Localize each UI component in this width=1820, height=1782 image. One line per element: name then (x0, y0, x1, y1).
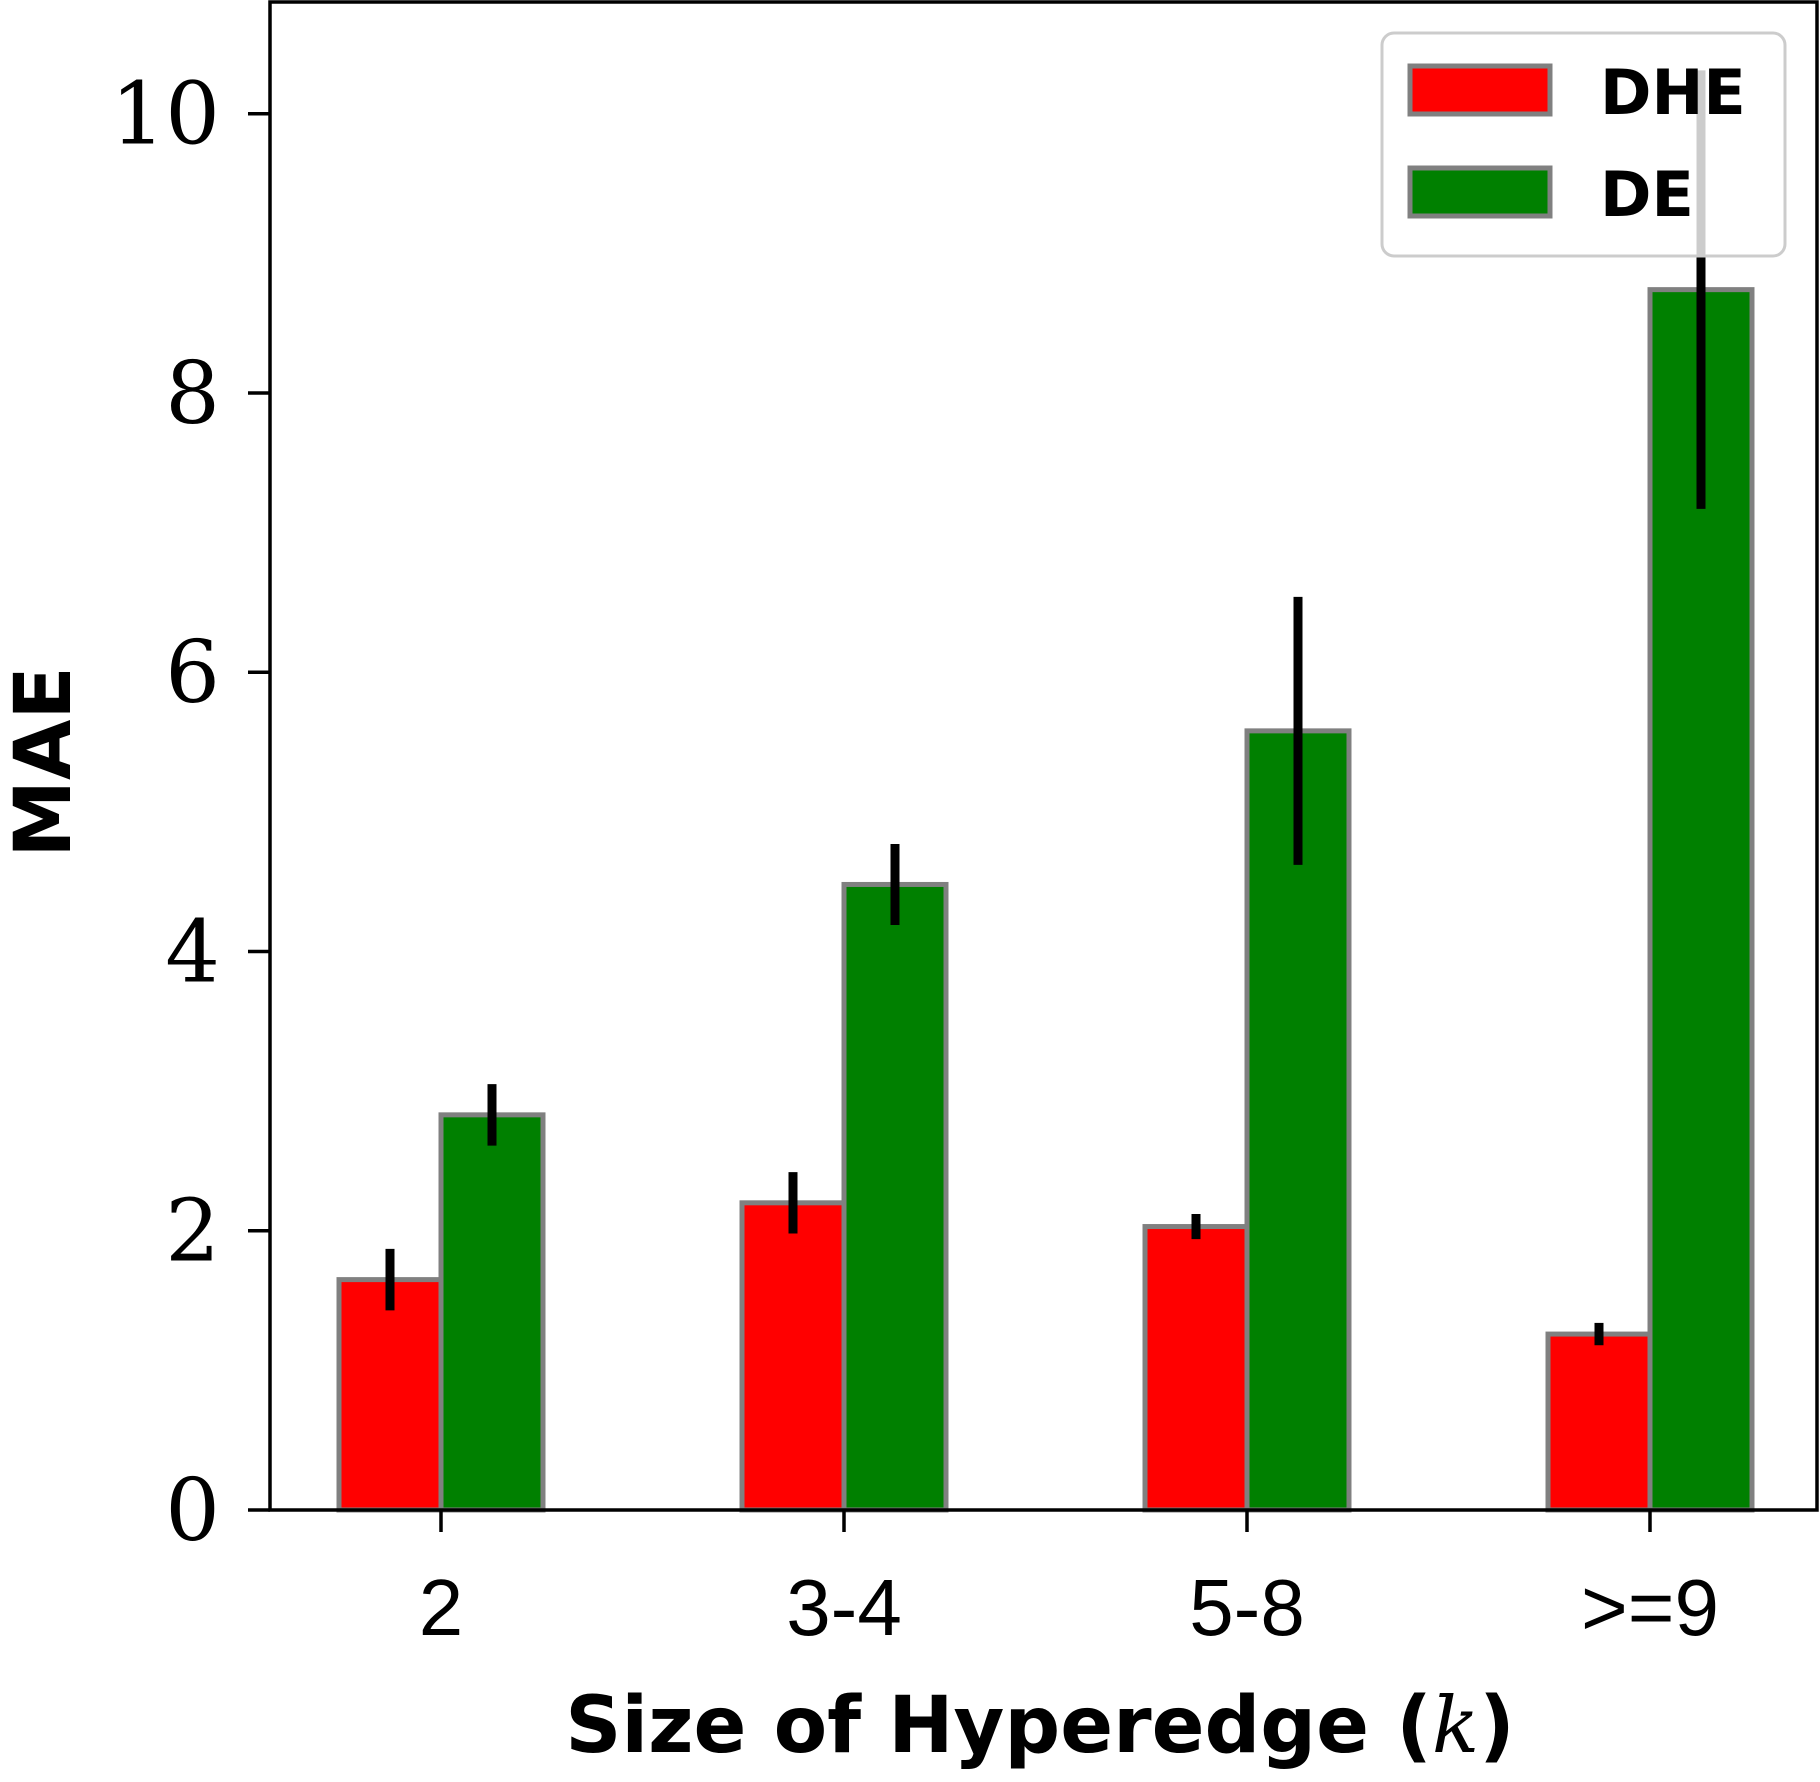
y-tick-label: 4 (165, 902, 220, 1002)
error-bars-layer (385, 70, 1706, 1346)
y-tick-label: 0 (165, 1461, 220, 1561)
bar-de-0 (438, 1112, 546, 1513)
y-tick-label: 10 (111, 65, 220, 165)
bar-dhe-2 (1142, 1224, 1250, 1513)
legend-swatch-dhe (1407, 63, 1553, 117)
x-axis-ticks: 2 3-4 5-8 >=9 (419, 1510, 1719, 1652)
bar-dhe-3 (1545, 1331, 1653, 1513)
plot-frame (268, 0, 1819, 1512)
x-tick-label: 2 (419, 1563, 464, 1652)
x-axis-label: Size of Hyperedge (k) (565, 1681, 1515, 1771)
y-tick-label: 2 (165, 1182, 220, 1282)
y-axis-ticks: 0 2 4 6 8 10 (111, 65, 270, 1561)
bar-dhe-1 (739, 1200, 847, 1513)
x-tick-label: 3-4 (786, 1563, 902, 1652)
y-tick-label: 8 (165, 344, 220, 444)
legend-swatch-de (1407, 165, 1553, 219)
bar-de-1 (841, 881, 949, 1513)
x-tick-label: >=9 (1581, 1563, 1719, 1652)
axes-layer (268, 0, 1819, 1512)
x-tick-label: 5-8 (1189, 1563, 1305, 1652)
bar-dhe-0 (336, 1277, 444, 1513)
y-axis-label: MAE (0, 666, 89, 857)
legend-label-dhe: DHE (1600, 56, 1746, 129)
y-tick-label: 6 (165, 623, 220, 723)
bars-layer (336, 287, 1755, 1513)
legend: DHE DE (1380, 31, 1787, 258)
legend-label-de: DE (1600, 158, 1694, 231)
